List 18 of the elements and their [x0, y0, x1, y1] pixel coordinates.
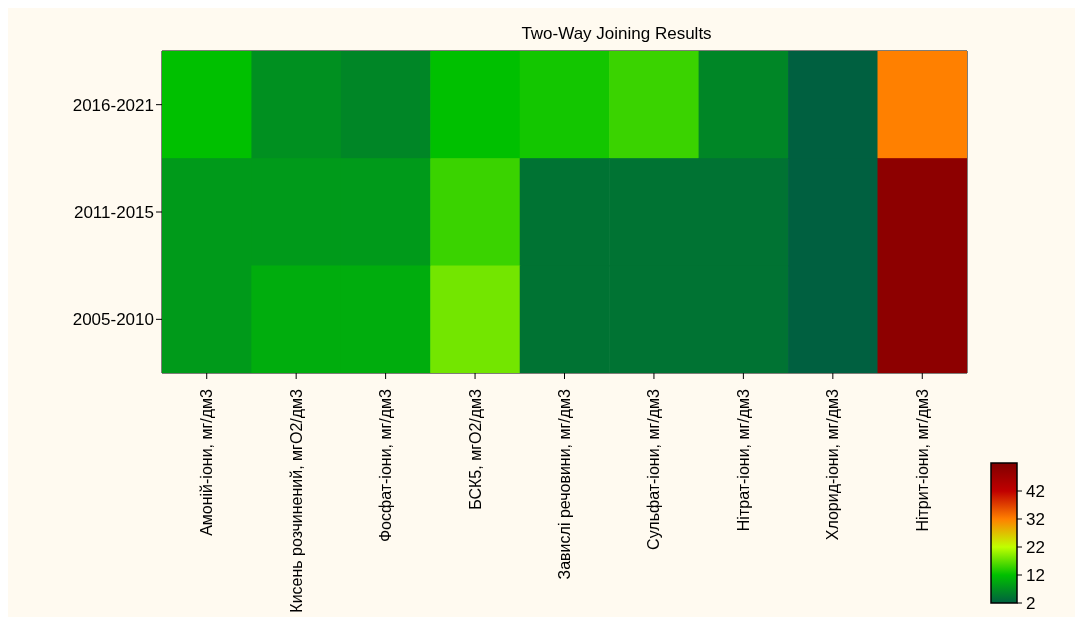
x-tick-label: Нітрит-іони, мг/дм3 — [913, 388, 931, 532]
x-tick-label: Хлорид-іони, мг/дм3 — [824, 388, 842, 541]
x-tick-label: Амоній-іони, мг/дм3 — [198, 388, 216, 536]
x-tick-label: БСК5, мгО2/дм3 — [466, 388, 484, 510]
chart-title: Two-Way Joining Results — [520, 24, 713, 44]
x-tick-label: Кисень розчинений, мгО2/дм3 — [287, 388, 305, 613]
x-tick-label: Фосфат-іони, мг/дм3 — [377, 388, 395, 543]
x-tick-label: Сульфат-іони, мг/дм3 — [645, 388, 663, 550]
color-bar-label: 22 — [1026, 537, 1045, 557]
x-tick-label: Нітрат-іони, мг/дм3 — [734, 388, 752, 532]
color-bar-label: 2 — [1026, 593, 1036, 613]
y-tick-label: 2005-2010 — [72, 310, 154, 330]
color-bar-label: 12 — [1026, 565, 1045, 585]
y-tick-label: 2011-2015 — [73, 203, 154, 223]
y-tick-label: 2016-2021 — [72, 95, 154, 115]
color-bar-label: 32 — [1026, 509, 1045, 529]
color-bar-label: 42 — [1026, 481, 1045, 501]
x-tick-label: Завислі речовини, мг/дм3 — [556, 388, 573, 580]
